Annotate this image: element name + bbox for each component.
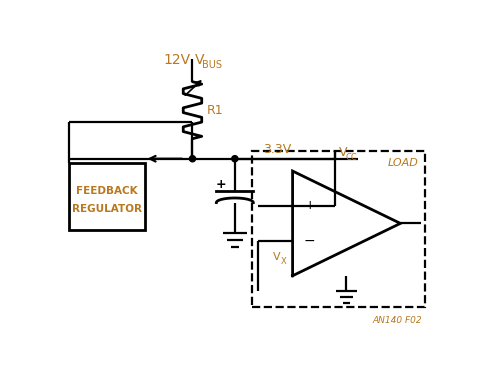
Text: AN140 F02: AN140 F02 xyxy=(372,316,422,325)
Text: +: + xyxy=(216,178,226,191)
Text: FEEDBACK: FEEDBACK xyxy=(76,186,138,196)
Text: BUS: BUS xyxy=(202,60,223,70)
Text: +: + xyxy=(304,199,315,212)
Text: LOAD: LOAD xyxy=(388,159,419,168)
Text: V: V xyxy=(273,252,281,261)
Text: X: X xyxy=(280,257,286,266)
Text: −: − xyxy=(304,234,315,248)
Circle shape xyxy=(189,156,196,162)
Text: R1: R1 xyxy=(206,104,223,117)
Text: 12V: 12V xyxy=(164,53,191,67)
Bar xyxy=(252,151,425,307)
Text: CC: CC xyxy=(346,153,357,162)
Text: 3.3V: 3.3V xyxy=(263,143,291,156)
Text: V: V xyxy=(339,146,347,159)
Circle shape xyxy=(232,156,238,162)
Text: REGULATOR: REGULATOR xyxy=(72,204,142,214)
Text: V: V xyxy=(195,53,204,67)
Bar xyxy=(69,163,145,229)
